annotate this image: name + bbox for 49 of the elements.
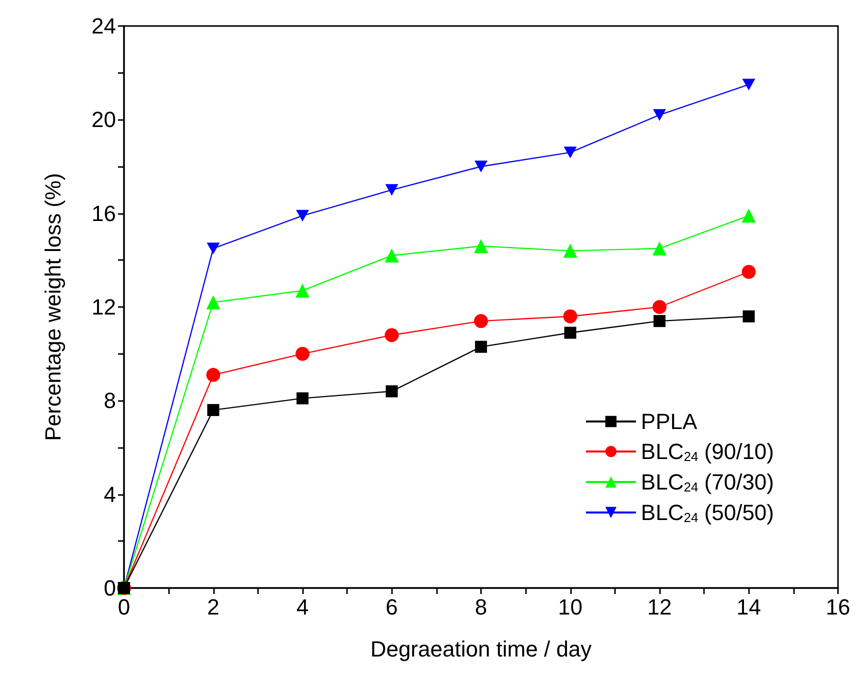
point xyxy=(742,78,756,90)
y-tick-label: 16 xyxy=(92,200,116,226)
y-tick-label: 20 xyxy=(92,107,116,132)
point xyxy=(207,404,220,416)
point xyxy=(742,310,755,322)
x-axis-title: Degraeation time / day xyxy=(370,636,592,662)
point xyxy=(654,315,666,328)
point xyxy=(652,241,666,256)
point xyxy=(653,109,666,121)
point xyxy=(296,392,308,404)
x-tick-label: 14 xyxy=(736,594,761,620)
point xyxy=(206,295,220,310)
point xyxy=(384,328,399,342)
legend-label: PPLA xyxy=(640,409,698,434)
x-tick-label: 6 xyxy=(386,594,398,620)
point xyxy=(564,146,577,158)
y-tick-label: 12 xyxy=(92,294,116,320)
point xyxy=(386,385,398,398)
point xyxy=(296,284,310,298)
point xyxy=(296,210,309,222)
point xyxy=(385,184,398,196)
x-tick-label: 16 xyxy=(826,594,850,620)
point xyxy=(742,208,756,223)
x-tick-label: 8 xyxy=(474,594,488,620)
y-tick-label: 4 xyxy=(104,482,116,507)
point xyxy=(474,314,488,328)
point xyxy=(563,309,578,324)
y-tick-label: 24 xyxy=(92,14,116,38)
legend-label: BLC24 (70/30) xyxy=(640,470,774,494)
point xyxy=(206,242,220,254)
x-tick-label: 12 xyxy=(647,594,672,620)
x-tick-label: 2 xyxy=(207,594,220,620)
legend-label: BLC24 (90/10) xyxy=(640,439,774,464)
point xyxy=(474,239,488,254)
y-axis-title: Percentage weight loss (%) xyxy=(40,173,66,441)
point xyxy=(474,160,488,172)
legend-label: BLC24 (50/50) xyxy=(640,500,774,525)
point xyxy=(742,264,756,279)
point xyxy=(652,300,666,314)
x-tick-label: 10 xyxy=(558,594,582,620)
point xyxy=(563,244,578,258)
y-tick-label: 8 xyxy=(104,388,116,414)
point xyxy=(384,248,399,262)
point xyxy=(296,346,310,361)
point xyxy=(475,340,487,353)
point xyxy=(206,368,220,382)
x-tick-label: 4 xyxy=(296,594,309,620)
y-tick-label: 0 xyxy=(104,576,116,600)
point xyxy=(564,326,576,339)
